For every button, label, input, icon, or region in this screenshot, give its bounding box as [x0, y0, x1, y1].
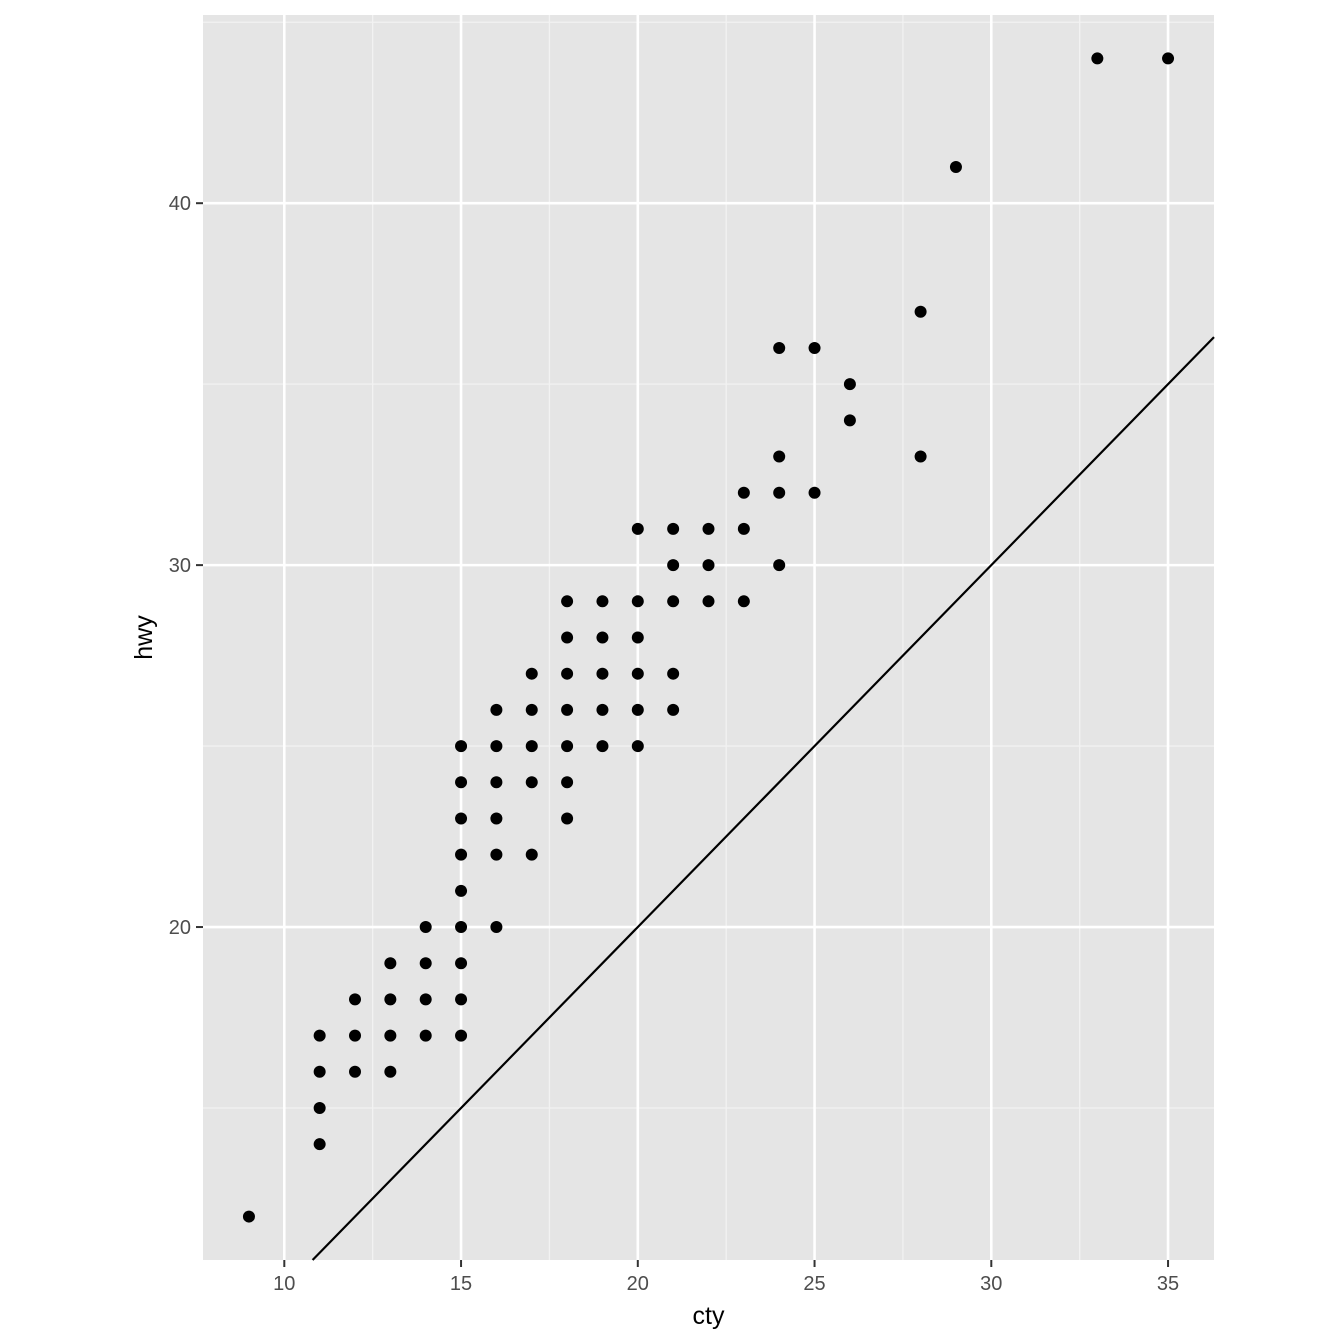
data-point: [808, 486, 821, 499]
reference-line: [311, 336, 1215, 1261]
data-point: [349, 1029, 362, 1042]
data-point: [631, 631, 644, 644]
x-tick-label: 10: [273, 1273, 295, 1295]
data-point: [525, 703, 538, 716]
data-point: [349, 993, 362, 1006]
data-point: [455, 921, 468, 934]
data-point: [419, 1029, 432, 1042]
data-point: [490, 921, 503, 934]
data-point: [490, 812, 503, 825]
data-point: [561, 812, 574, 825]
data-point: [596, 667, 609, 680]
x-tick-label: 30: [980, 1273, 1002, 1295]
data-point: [525, 740, 538, 753]
data-point: [843, 378, 856, 391]
data-point: [914, 305, 927, 318]
data-point: [843, 414, 856, 427]
data-point: [737, 486, 750, 499]
data-point: [490, 848, 503, 861]
data-point: [667, 522, 680, 535]
data-point: [702, 559, 715, 572]
data-point: [419, 957, 432, 970]
data-point: [808, 341, 821, 354]
data-point: [455, 957, 468, 970]
data-point: [667, 667, 680, 680]
data-point: [419, 921, 432, 934]
reference-line-layer: [311, 336, 1215, 1261]
data-point: [455, 1029, 468, 1042]
data-point: [1162, 52, 1175, 65]
x-tick-label: 35: [1157, 1273, 1179, 1295]
data-point: [455, 884, 468, 897]
data-point: [596, 595, 609, 608]
data-point: [596, 703, 609, 716]
data-point: [561, 595, 574, 608]
data-point: [455, 776, 468, 789]
points-layer: [242, 52, 1175, 1223]
data-point: [561, 703, 574, 716]
data-point: [596, 740, 609, 753]
data-point: [384, 1065, 397, 1078]
data-point: [490, 776, 503, 789]
data-point: [631, 740, 644, 753]
x-axis: 10 15 20 25 30 35: [273, 1260, 1179, 1295]
y-axis-title: hwy: [130, 615, 158, 660]
data-point: [737, 595, 750, 608]
y-tick-label: 40: [169, 193, 191, 215]
data-point: [773, 341, 786, 354]
data-point: [561, 740, 574, 753]
data-point: [313, 1065, 326, 1078]
data-point: [631, 703, 644, 716]
data-point: [525, 776, 538, 789]
data-point: [561, 667, 574, 680]
data-point: [773, 450, 786, 463]
data-point: [561, 776, 574, 789]
data-point: [525, 667, 538, 680]
y-tick-label: 20: [169, 917, 191, 939]
x-tick-label: 25: [803, 1273, 825, 1295]
data-point: [384, 957, 397, 970]
data-point: [702, 522, 715, 535]
data-point: [455, 993, 468, 1006]
data-point: [313, 1138, 326, 1151]
x-tick-label: 20: [627, 1273, 649, 1295]
data-point: [455, 740, 468, 753]
data-point: [455, 848, 468, 861]
data-point: [667, 703, 680, 716]
data-point: [490, 703, 503, 716]
data-point: [667, 559, 680, 572]
data-point: [455, 812, 468, 825]
data-point: [631, 522, 644, 535]
data-point: [349, 1065, 362, 1078]
data-point: [490, 740, 503, 753]
data-point: [914, 450, 927, 463]
data-point: [313, 1101, 326, 1114]
data-point: [419, 993, 432, 1006]
data-point: [384, 1029, 397, 1042]
data-point: [667, 595, 680, 608]
data-point: [561, 631, 574, 644]
y-axis: 20 30 40: [169, 193, 203, 939]
data-point: [1091, 52, 1104, 65]
data-point: [242, 1210, 255, 1223]
x-tick-label: 15: [450, 1273, 472, 1295]
data-point: [773, 559, 786, 572]
data-point: [737, 522, 750, 535]
major-grid: [203, 15, 1214, 1260]
data-point: [631, 595, 644, 608]
data-point: [773, 486, 786, 499]
data-point: [631, 667, 644, 680]
data-point: [702, 595, 715, 608]
data-point: [596, 631, 609, 644]
data-point: [313, 1029, 326, 1042]
data-point: [384, 993, 397, 1006]
minor-grid: [203, 15, 1214, 1260]
y-tick-label: 30: [169, 555, 191, 577]
x-axis-title: cty: [693, 1302, 725, 1330]
data-point: [525, 848, 538, 861]
data-point: [949, 161, 962, 174]
plot-panel: [203, 15, 1214, 1260]
